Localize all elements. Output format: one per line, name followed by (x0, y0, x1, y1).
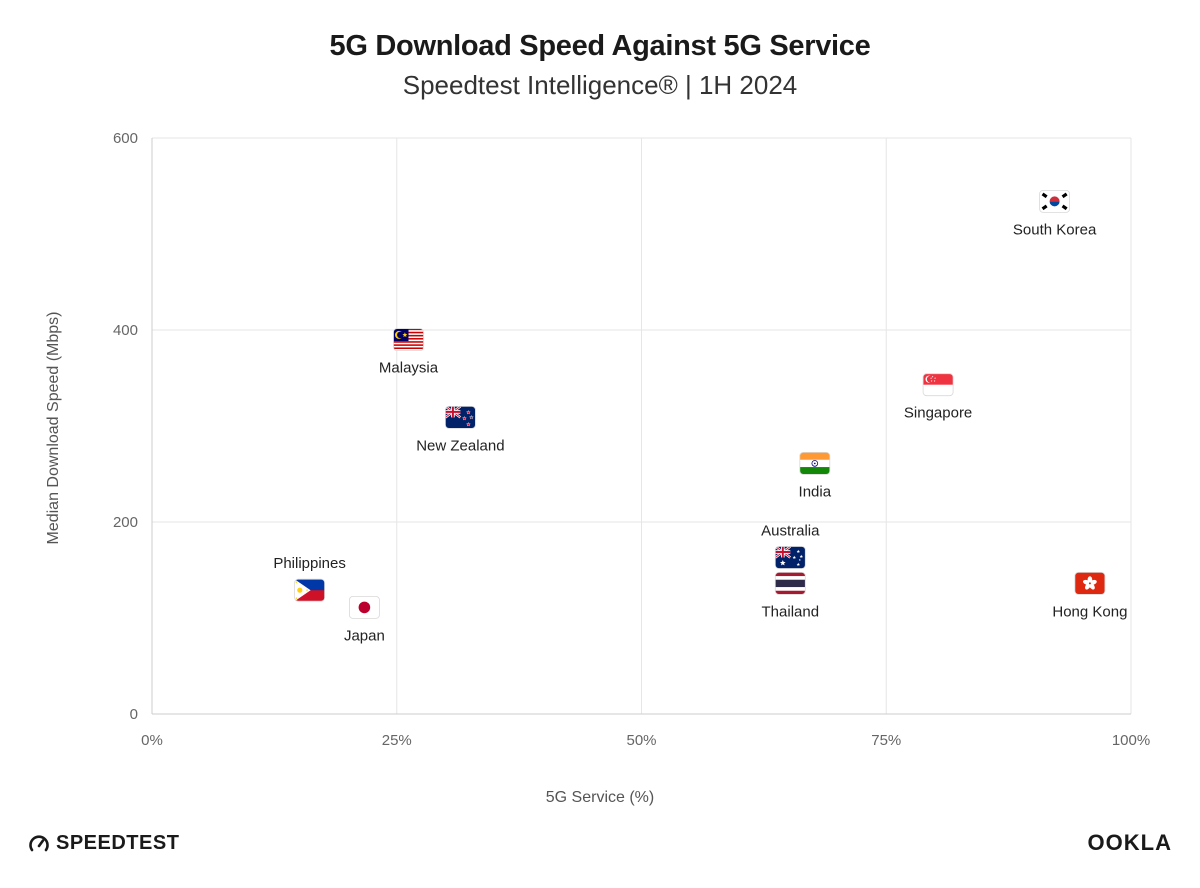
point-label: India (799, 483, 832, 500)
data-point: Australia (761, 523, 820, 569)
x-axis-title: 5G Service (%) (546, 789, 654, 806)
point-label: Singapore (904, 405, 972, 422)
point-label: South Korea (1013, 221, 1097, 238)
point-label: Philippines (273, 555, 346, 572)
point-label: Hong Kong (1052, 603, 1127, 620)
australia-flag-icon (774, 546, 806, 569)
data-point: Philippines (273, 555, 346, 602)
data-point: South Korea (1013, 189, 1097, 238)
data-point: Malaysia (379, 328, 439, 377)
japan-flag-icon (348, 596, 380, 619)
y-tick-label: 600 (113, 130, 138, 147)
malaysia-flag-icon (393, 328, 424, 352)
x-tick-label: 50% (626, 732, 656, 749)
india-flag-icon (799, 451, 831, 475)
x-tick-label: 0% (141, 732, 163, 749)
point-label: Japan (344, 627, 385, 644)
x-tick-label: 25% (382, 732, 412, 749)
x-tick-label: 75% (871, 732, 901, 749)
singapore-flag-icon (922, 373, 954, 397)
speedtest-wordmark: SPEEDTEST (56, 832, 180, 854)
y-axis-title: Median Download Speed (Mbps) (45, 311, 62, 544)
data-points: South Korea Malaysia New Zealand Singapore I… (273, 189, 1127, 644)
speedtest-logo: SPEEDTEST (28, 832, 179, 855)
point-label: Malaysia (379, 360, 439, 377)
y-tick-label: 0 (130, 706, 138, 723)
chart-title: 5G Download Speed Against 5G Service (329, 30, 871, 62)
point-label: New Zealand (416, 437, 504, 454)
point-label: Australia (761, 523, 820, 540)
data-point: Hong Kong (1052, 572, 1127, 620)
ookla-logo: OOKLA (1087, 830, 1172, 855)
data-point: Thailand (762, 572, 820, 620)
philippines-flag-icon (294, 578, 326, 602)
grid (151, 137, 1132, 715)
x-tick-label: 100% (1112, 732, 1150, 749)
thailand-flag-icon (774, 572, 806, 595)
hong-kong-flag-icon (1074, 572, 1106, 595)
y-tick-label: 200 (113, 514, 138, 531)
new-zealand-flag-icon (444, 405, 476, 429)
data-point: India (799, 451, 832, 500)
axis-ticks: 0% 25% 50% 75% 100% 0 200 400 600 (113, 130, 1150, 749)
speedometer-icon (29, 834, 49, 851)
y-tick-label: 400 (113, 322, 138, 339)
chart-subtitle: Speedtest Intelligence® | 1H 2024 (402, 70, 798, 100)
south-korea-flag-icon (1039, 189, 1070, 213)
data-point: New Zealand (416, 405, 505, 454)
data-point: Japan (344, 596, 385, 644)
data-point: Singapore (904, 373, 972, 422)
point-label: Thailand (762, 603, 820, 620)
